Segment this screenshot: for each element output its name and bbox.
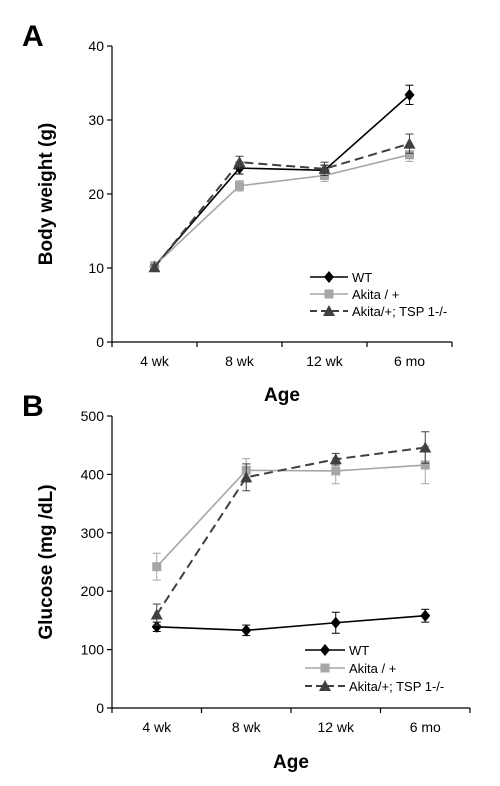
chart-b-series-akita-tsp-1-point (419, 441, 432, 453)
chart-b-glucose: 0 100 200 300 400 500 4 wk 8 wk 12 wk 6 mo Age Gluc… (36, 408, 471, 773)
chart-b-y-tick-label: 500 (81, 408, 105, 424)
chart-a-series-akita-line (153, 154, 410, 267)
chart-a-x-tick-label: 6 mo (394, 353, 425, 369)
chart-a-x-tick-label: 4 wk (140, 353, 170, 369)
chart-a-x-tick-label: 12 wk (306, 353, 344, 369)
chart-a-series-wt (149, 84, 415, 273)
chart-a-legend: WT Akita / + Akita/+; TSP 1-/- (310, 270, 447, 319)
chart-a-series-akita-tsp-1-point (233, 156, 246, 168)
chart-a-series-akita-point (405, 150, 414, 160)
chart-b-x-axis-title: Age (273, 752, 309, 773)
chart-b-series-akita-point (152, 562, 162, 572)
chart-b-series-akita-tsp-1-point (240, 471, 253, 483)
chart-a-legend-akita-tsp-1-swatch-marker (323, 305, 335, 316)
chart-b-y-tick-label: 300 (81, 525, 105, 541)
chart-a-y-tick-label: 20 (88, 186, 104, 202)
chart-b-series-akita-tsp-1-line (155, 446, 426, 616)
chart-b-y-tick-label: 100 (81, 642, 105, 658)
chart-b-series-akita-tsp-1-point (329, 453, 342, 465)
chart-a-body-weight: 0 10 20 30 40 4 wk 8 wk 12 wk 6 mo Age Body weight… (36, 38, 453, 406)
chart-a-series-akita-tsp-1 (148, 133, 416, 273)
chart-a-legend-akita-label: Akita / + (352, 287, 399, 302)
chart-a-y-tick-label: 40 (88, 38, 104, 54)
chart-b-legend-akita-tsp-1-swatch-marker (319, 680, 331, 691)
chart-b-x-tick-label: 8 wk (232, 719, 262, 735)
chart-a-y-tick-label: 10 (88, 260, 104, 276)
chart-a-y-tick-label: 30 (88, 112, 104, 128)
chart-a-series-akita-tsp-1-line (153, 142, 410, 268)
chart-a-legend-wt-swatch-marker (324, 271, 334, 283)
chart-b-x-tick-label: 12 wk (317, 719, 355, 735)
chart-b-legend-wt-swatch-marker (320, 644, 330, 656)
chart-b-series-akita-tsp-1 (150, 431, 432, 626)
chart-a-series-akita-point (235, 181, 244, 191)
chart-a-x-tick-label: 8 wk (225, 353, 255, 369)
chart-b-series-wt-line (156, 614, 426, 632)
chart-a-series-akita (150, 147, 414, 271)
chart-b-legend-akita-tsp-1-label: Akita/+; TSP 1-/- (349, 679, 444, 694)
chart-a-legend-akita-tsp-1-label: Akita/+; TSP 1-/- (352, 304, 447, 319)
chart-a-y-axis-title: Body weight (g) (36, 123, 57, 265)
chart-b-y-axis-title: Glucose (mg /dL) (36, 484, 57, 639)
chart-b-series-akita (152, 445, 430, 581)
chart-b-series-akita-line (156, 464, 426, 568)
chart-a-series-wt-line (153, 94, 411, 268)
chart-a-legend-akita-swatch-marker (324, 289, 334, 299)
chart-b-legend: WT Akita / + Akita/+; TSP 1-/- (305, 643, 444, 694)
chart-b-series-akita-point (331, 466, 341, 476)
chart-b-x-tick-label: 4 wk (142, 719, 172, 735)
chart-b-x-tick-label: 6 mo (410, 719, 441, 735)
panel-b-letter: B (22, 390, 44, 423)
chart-b-series-wt-point (330, 616, 341, 629)
panel-a-letter: A (22, 20, 44, 53)
chart-b-series-akita-tsp-1-point (150, 608, 163, 620)
chart-b-series-wt (151, 608, 431, 637)
chart-a-series-wt-point (404, 88, 415, 101)
chart-b-series-wt-point (151, 620, 162, 633)
chart-a-series-akita-tsp-1-point (403, 137, 416, 149)
chart-b-legend-akita-swatch-marker (320, 663, 330, 673)
chart-a-y-tick-label: 0 (96, 334, 104, 350)
chart-b-y-tick-label: 200 (81, 583, 105, 599)
chart-b-series-wt-point (420, 609, 431, 622)
chart-b-series-akita-point (420, 460, 430, 470)
chart-b-legend-wt-label: WT (349, 643, 369, 658)
chart-b-y-tick-label: 0 (96, 700, 104, 716)
chart-a-series-akita-tsp-1-point (318, 162, 331, 174)
chart-b-y-tick-label: 400 (81, 466, 105, 482)
chart-a-legend-wt-label: WT (352, 270, 372, 285)
chart-a-x-axis-title: Age (264, 385, 300, 406)
chart-b-legend-akita-label: Akita / + (349, 661, 396, 676)
chart-b-series-wt-point (241, 624, 252, 637)
chart-a-series-akita-tsp-1-point (148, 261, 161, 273)
